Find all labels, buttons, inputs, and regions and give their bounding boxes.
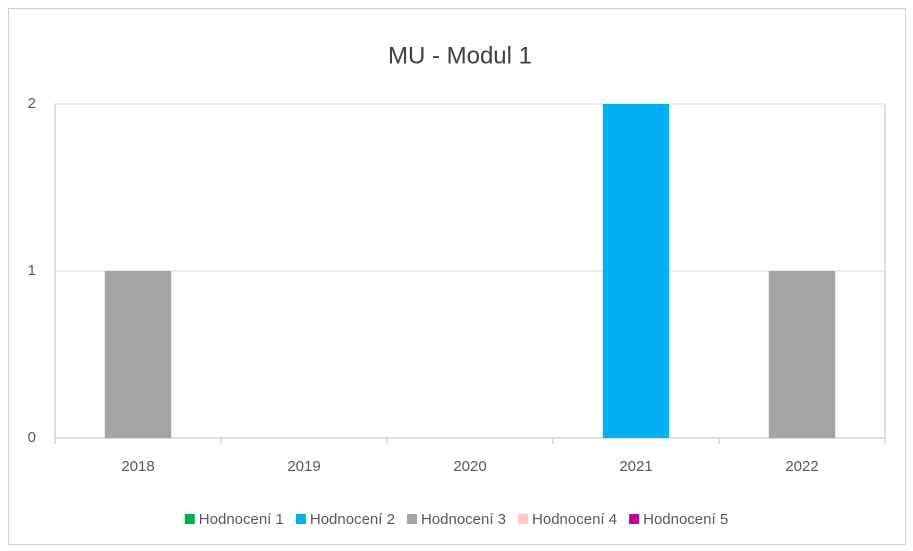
x-tick-label: 2022: [785, 458, 818, 475]
legend-swatch: [518, 514, 529, 524]
legend-label: Hodnocení 5: [643, 511, 728, 528]
legend-label: Hodnocení 3: [421, 511, 506, 528]
legend-swatch: [295, 514, 306, 524]
legend-swatch: [184, 514, 195, 524]
x-tick-label: 2019: [287, 458, 320, 475]
bar: [768, 271, 836, 438]
x-tick-label: 2020: [453, 458, 486, 475]
legend-label: Hodnocení 1: [199, 511, 284, 528]
y-tick-label: 0: [28, 429, 36, 446]
legend-swatch: [406, 514, 417, 524]
bar: [104, 271, 172, 438]
y-tick-label: 1: [28, 262, 36, 279]
legend-swatch: [629, 514, 640, 524]
x-tick-label: 2021: [619, 458, 652, 475]
x-tick-label: 2018: [121, 458, 154, 475]
chart-title: MU - Modul 1: [388, 42, 532, 69]
bar: [602, 104, 670, 438]
y-tick-label: 2: [28, 95, 36, 112]
legend-label: Hodnocení 4: [532, 511, 617, 528]
legend-label: Hodnocení 2: [310, 511, 395, 528]
